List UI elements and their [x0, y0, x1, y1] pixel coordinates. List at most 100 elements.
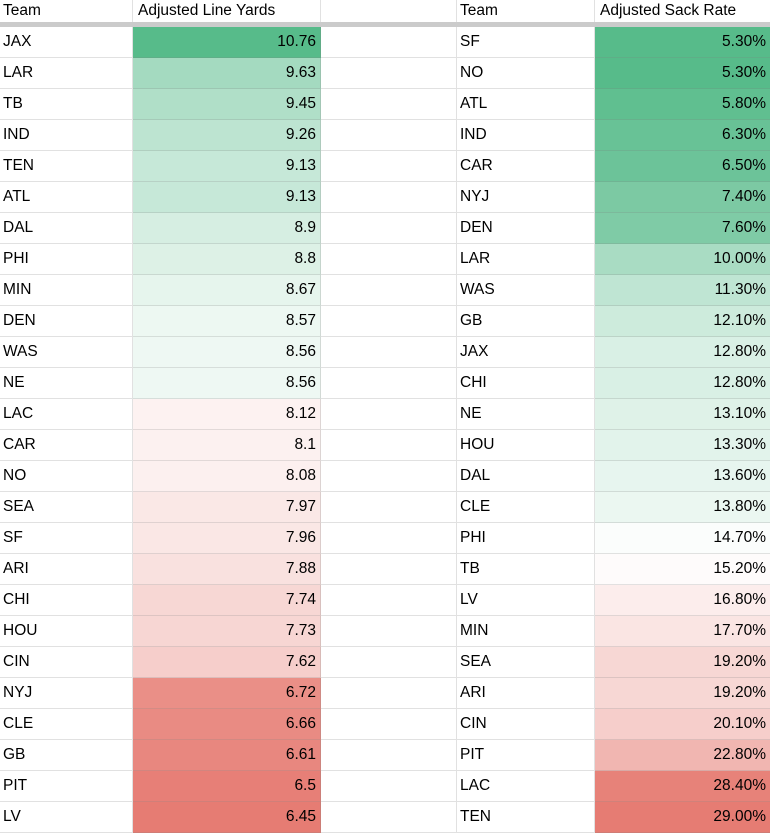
team-cell-left[interactable]: PIT: [0, 771, 133, 802]
spacer-cell[interactable]: [321, 709, 457, 740]
sack-rate-value-cell[interactable]: 20.10%: [595, 709, 770, 740]
line-yards-value-cell[interactable]: 6.72: [133, 678, 321, 709]
team-cell-left[interactable]: ATL: [0, 182, 133, 213]
line-yards-value-cell[interactable]: 6.5: [133, 771, 321, 802]
team-cell-right[interactable]: TB: [457, 554, 595, 585]
sack-rate-value-cell[interactable]: 19.20%: [595, 678, 770, 709]
line-yards-value-cell[interactable]: 8.08: [133, 461, 321, 492]
team-cell-left[interactable]: NO: [0, 461, 133, 492]
line-yards-value-cell[interactable]: 6.45: [133, 802, 321, 833]
team-cell-right[interactable]: SEA: [457, 647, 595, 678]
line-yards-value-cell[interactable]: 9.13: [133, 151, 321, 182]
spacer-cell[interactable]: [321, 771, 457, 802]
team-cell-right[interactable]: CAR: [457, 151, 595, 182]
team-cell-right[interactable]: DAL: [457, 461, 595, 492]
spacer-cell[interactable]: [321, 368, 457, 399]
team-cell-left[interactable]: LAC: [0, 399, 133, 430]
line-yards-value-cell[interactable]: 9.13: [133, 182, 321, 213]
sack-rate-value-cell[interactable]: 13.80%: [595, 492, 770, 523]
team-cell-right[interactable]: HOU: [457, 430, 595, 461]
team-cell-right[interactable]: NE: [457, 399, 595, 430]
sack-rate-value-cell[interactable]: 16.80%: [595, 585, 770, 616]
team-cell-right[interactable]: TEN: [457, 802, 595, 833]
line-yards-value-cell[interactable]: 7.74: [133, 585, 321, 616]
line-yards-value-cell[interactable]: 7.62: [133, 647, 321, 678]
spacer-cell[interactable]: [321, 616, 457, 647]
spacer-cell[interactable]: [321, 554, 457, 585]
line-yards-value-cell[interactable]: 9.45: [133, 89, 321, 120]
spacer-cell[interactable]: [321, 585, 457, 616]
line-yards-value-cell[interactable]: 7.88: [133, 554, 321, 585]
spacer-cell[interactable]: [321, 337, 457, 368]
header-cell-spacer[interactable]: [321, 0, 457, 22]
team-cell-left[interactable]: SF: [0, 523, 133, 554]
sack-rate-value-cell[interactable]: 7.60%: [595, 213, 770, 244]
team-cell-right[interactable]: PHI: [457, 523, 595, 554]
line-yards-value-cell[interactable]: 7.97: [133, 492, 321, 523]
sack-rate-value-cell[interactable]: 5.80%: [595, 89, 770, 120]
spacer-cell[interactable]: [321, 120, 457, 151]
sack-rate-value-cell[interactable]: 13.60%: [595, 461, 770, 492]
header-cell-adjusted-line-yards[interactable]: Adjusted Line Yards: [133, 0, 321, 22]
team-cell-left[interactable]: GB: [0, 740, 133, 771]
line-yards-value-cell[interactable]: 10.76: [133, 27, 321, 58]
spacer-cell[interactable]: [321, 678, 457, 709]
sack-rate-value-cell[interactable]: 13.10%: [595, 399, 770, 430]
team-cell-left[interactable]: CLE: [0, 709, 133, 740]
team-cell-left[interactable]: PHI: [0, 244, 133, 275]
team-cell-left[interactable]: NYJ: [0, 678, 133, 709]
team-cell-right[interactable]: ATL: [457, 89, 595, 120]
team-cell-left[interactable]: CHI: [0, 585, 133, 616]
team-cell-left[interactable]: LV: [0, 802, 133, 833]
line-yards-value-cell[interactable]: 8.1: [133, 430, 321, 461]
spacer-cell[interactable]: [321, 213, 457, 244]
team-cell-right[interactable]: SF: [457, 27, 595, 58]
spacer-cell[interactable]: [321, 492, 457, 523]
team-cell-right[interactable]: DEN: [457, 213, 595, 244]
header-cell-team-right[interactable]: Team: [457, 0, 595, 22]
team-cell-left[interactable]: NE: [0, 368, 133, 399]
team-cell-right[interactable]: GB: [457, 306, 595, 337]
sack-rate-value-cell[interactable]: 13.30%: [595, 430, 770, 461]
sack-rate-value-cell[interactable]: 5.30%: [595, 58, 770, 89]
spacer-cell[interactable]: [321, 89, 457, 120]
sack-rate-value-cell[interactable]: 12.80%: [595, 368, 770, 399]
team-cell-right[interactable]: ARI: [457, 678, 595, 709]
team-cell-right[interactable]: PIT: [457, 740, 595, 771]
line-yards-value-cell[interactable]: 7.96: [133, 523, 321, 554]
team-cell-right[interactable]: IND: [457, 120, 595, 151]
sack-rate-value-cell[interactable]: 12.80%: [595, 337, 770, 368]
team-cell-left[interactable]: ARI: [0, 554, 133, 585]
spacer-cell[interactable]: [321, 275, 457, 306]
team-cell-left[interactable]: LAR: [0, 58, 133, 89]
spacer-cell[interactable]: [321, 430, 457, 461]
sack-rate-value-cell[interactable]: 17.70%: [595, 616, 770, 647]
spacer-cell[interactable]: [321, 151, 457, 182]
sack-rate-value-cell[interactable]: 5.30%: [595, 27, 770, 58]
team-cell-right[interactable]: MIN: [457, 616, 595, 647]
team-cell-left[interactable]: SEA: [0, 492, 133, 523]
spacer-cell[interactable]: [321, 523, 457, 554]
line-yards-value-cell[interactable]: 8.67: [133, 275, 321, 306]
spacer-cell[interactable]: [321, 182, 457, 213]
sack-rate-value-cell[interactable]: 14.70%: [595, 523, 770, 554]
line-yards-value-cell[interactable]: 7.73: [133, 616, 321, 647]
spacer-cell[interactable]: [321, 306, 457, 337]
team-cell-right[interactable]: NO: [457, 58, 595, 89]
spacer-cell[interactable]: [321, 740, 457, 771]
line-yards-value-cell[interactable]: 8.57: [133, 306, 321, 337]
spacer-cell[interactable]: [321, 399, 457, 430]
sack-rate-value-cell[interactable]: 11.30%: [595, 275, 770, 306]
team-cell-right[interactable]: JAX: [457, 337, 595, 368]
team-cell-right[interactable]: CIN: [457, 709, 595, 740]
sack-rate-value-cell[interactable]: 10.00%: [595, 244, 770, 275]
line-yards-value-cell[interactable]: 8.8: [133, 244, 321, 275]
team-cell-left[interactable]: TEN: [0, 151, 133, 182]
team-cell-left[interactable]: TB: [0, 89, 133, 120]
sack-rate-value-cell[interactable]: 22.80%: [595, 740, 770, 771]
team-cell-right[interactable]: LAR: [457, 244, 595, 275]
team-cell-right[interactable]: LV: [457, 585, 595, 616]
line-yards-value-cell[interactable]: 6.66: [133, 709, 321, 740]
sack-rate-value-cell[interactable]: 6.30%: [595, 120, 770, 151]
line-yards-value-cell[interactable]: 9.26: [133, 120, 321, 151]
